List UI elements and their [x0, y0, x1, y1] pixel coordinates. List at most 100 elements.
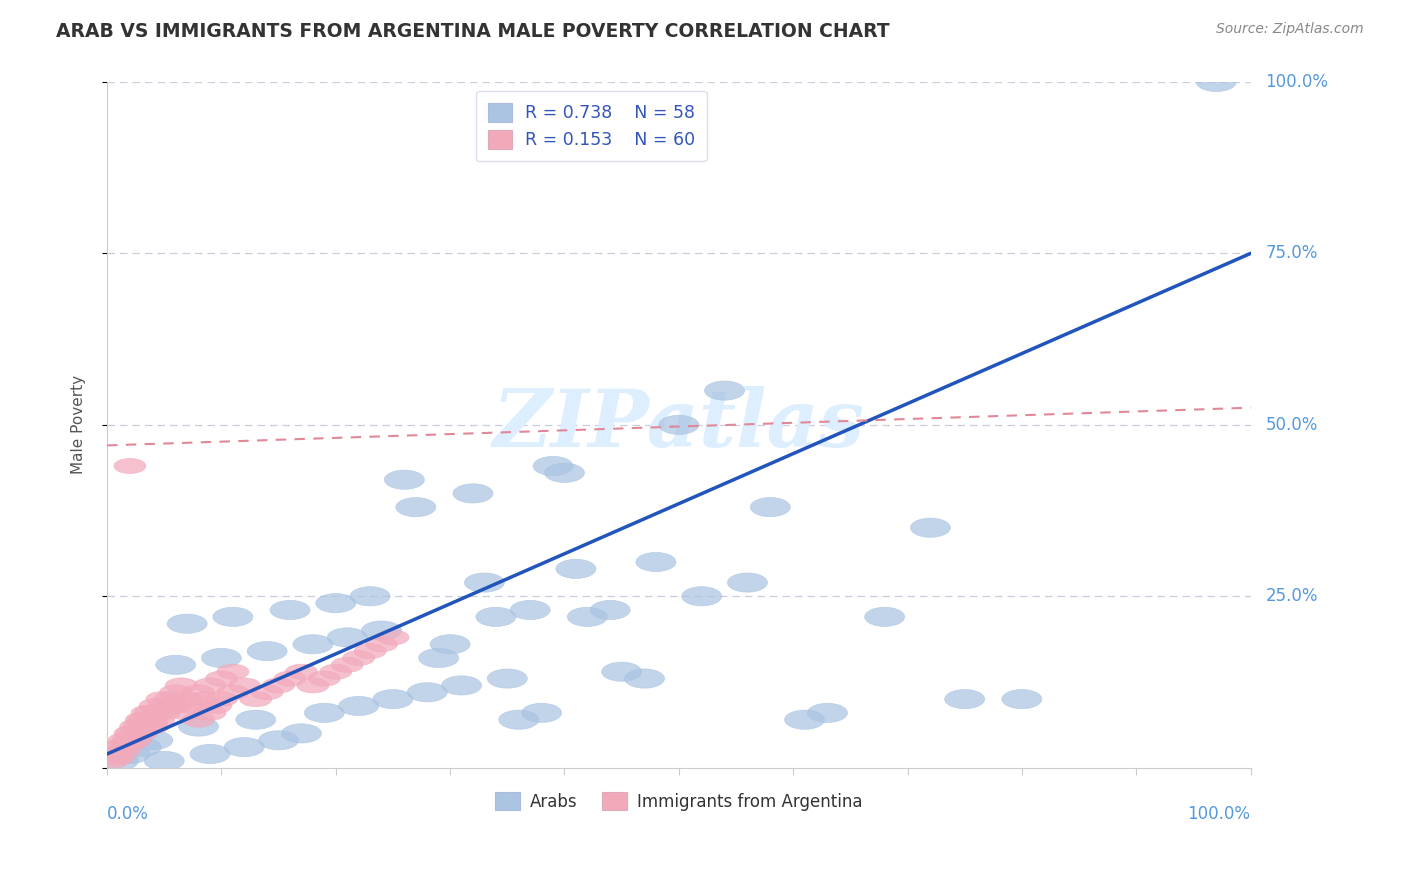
Text: 25.0%: 25.0%: [1265, 587, 1317, 606]
Ellipse shape: [384, 470, 425, 490]
Ellipse shape: [172, 706, 202, 721]
Ellipse shape: [865, 607, 904, 626]
Ellipse shape: [117, 726, 148, 741]
Ellipse shape: [636, 552, 676, 572]
Ellipse shape: [510, 600, 550, 620]
Ellipse shape: [624, 669, 665, 688]
Ellipse shape: [259, 731, 298, 750]
Ellipse shape: [131, 706, 163, 721]
Ellipse shape: [108, 732, 141, 747]
Ellipse shape: [377, 630, 409, 645]
Text: ARAB VS IMMIGRANTS FROM ARGENTINA MALE POVERTY CORRELATION CHART: ARAB VS IMMIGRANTS FROM ARGENTINA MALE P…: [56, 22, 890, 41]
Ellipse shape: [148, 706, 180, 721]
Ellipse shape: [319, 665, 352, 679]
Ellipse shape: [125, 712, 157, 727]
Ellipse shape: [354, 644, 387, 658]
Ellipse shape: [136, 712, 169, 727]
Ellipse shape: [396, 498, 436, 516]
Text: ZIPatlas: ZIPatlas: [492, 386, 865, 464]
Text: 0.0%: 0.0%: [107, 805, 149, 823]
Ellipse shape: [120, 719, 152, 734]
Ellipse shape: [682, 587, 721, 606]
Ellipse shape: [124, 719, 155, 734]
Ellipse shape: [263, 678, 295, 693]
Ellipse shape: [167, 614, 207, 633]
Text: 100.0%: 100.0%: [1265, 73, 1329, 91]
Ellipse shape: [544, 463, 585, 483]
Ellipse shape: [183, 685, 215, 700]
Ellipse shape: [499, 710, 538, 730]
Ellipse shape: [153, 691, 186, 706]
Ellipse shape: [160, 685, 191, 700]
Ellipse shape: [190, 745, 231, 764]
Ellipse shape: [212, 607, 253, 626]
Ellipse shape: [488, 669, 527, 688]
Ellipse shape: [659, 416, 699, 434]
Ellipse shape: [121, 738, 162, 756]
Ellipse shape: [281, 723, 322, 743]
Ellipse shape: [217, 665, 249, 679]
Ellipse shape: [100, 747, 132, 762]
Text: Source: ZipAtlas.com: Source: ZipAtlas.com: [1216, 22, 1364, 37]
Ellipse shape: [910, 518, 950, 537]
Ellipse shape: [704, 381, 745, 401]
Ellipse shape: [156, 656, 195, 674]
Ellipse shape: [114, 736, 146, 751]
Ellipse shape: [247, 641, 287, 661]
Ellipse shape: [142, 706, 174, 721]
Ellipse shape: [297, 678, 329, 693]
Ellipse shape: [97, 754, 129, 768]
Ellipse shape: [217, 685, 249, 700]
Ellipse shape: [785, 710, 824, 730]
Ellipse shape: [114, 726, 146, 741]
Ellipse shape: [373, 690, 413, 709]
Ellipse shape: [591, 600, 630, 620]
Ellipse shape: [166, 678, 197, 693]
Ellipse shape: [1197, 72, 1236, 92]
Ellipse shape: [108, 743, 141, 758]
Ellipse shape: [105, 739, 136, 755]
Ellipse shape: [292, 635, 333, 654]
Ellipse shape: [441, 676, 482, 695]
Ellipse shape: [464, 573, 505, 592]
Ellipse shape: [751, 498, 790, 516]
Legend: Arabs, Immigrants from Argentina: Arabs, Immigrants from Argentina: [488, 786, 869, 818]
Ellipse shape: [332, 657, 363, 673]
Ellipse shape: [205, 671, 238, 686]
Ellipse shape: [350, 587, 389, 606]
Text: 50.0%: 50.0%: [1265, 416, 1317, 434]
Ellipse shape: [308, 671, 340, 686]
Ellipse shape: [98, 751, 139, 771]
Ellipse shape: [270, 600, 311, 620]
Ellipse shape: [239, 691, 271, 706]
Ellipse shape: [339, 697, 378, 715]
Ellipse shape: [522, 703, 561, 723]
Ellipse shape: [727, 573, 768, 592]
Ellipse shape: [148, 698, 180, 714]
Ellipse shape: [274, 671, 307, 686]
Text: 100.0%: 100.0%: [1188, 805, 1250, 823]
Ellipse shape: [430, 635, 470, 654]
Ellipse shape: [568, 607, 607, 626]
Ellipse shape: [136, 719, 169, 734]
Ellipse shape: [132, 731, 173, 750]
Ellipse shape: [419, 648, 458, 667]
Ellipse shape: [1002, 690, 1042, 709]
Ellipse shape: [135, 706, 166, 721]
Ellipse shape: [179, 717, 218, 736]
Ellipse shape: [103, 739, 135, 755]
Ellipse shape: [945, 690, 984, 709]
Ellipse shape: [120, 732, 152, 747]
Ellipse shape: [145, 751, 184, 771]
Ellipse shape: [128, 712, 160, 727]
Ellipse shape: [111, 732, 143, 747]
Ellipse shape: [475, 607, 516, 626]
Ellipse shape: [328, 628, 367, 647]
Ellipse shape: [194, 706, 226, 721]
Ellipse shape: [160, 698, 191, 714]
Ellipse shape: [533, 457, 574, 475]
Ellipse shape: [304, 703, 344, 723]
Ellipse shape: [316, 593, 356, 613]
Ellipse shape: [114, 458, 146, 474]
Ellipse shape: [807, 703, 848, 723]
